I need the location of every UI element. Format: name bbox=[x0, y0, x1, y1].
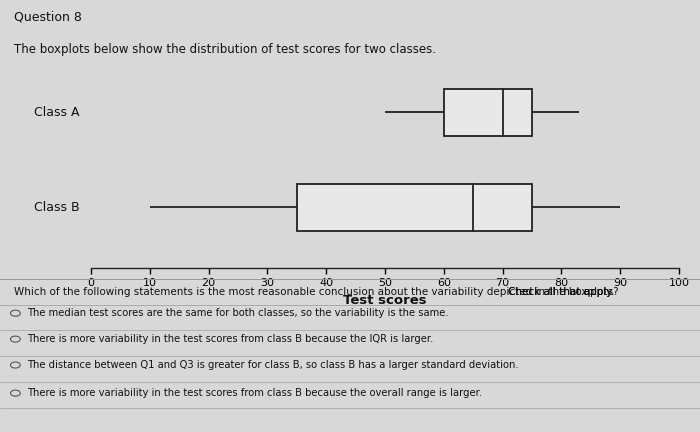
X-axis label: Test scores: Test scores bbox=[343, 294, 427, 307]
Bar bbox=[444, 89, 532, 136]
Text: Check all that apply.: Check all that apply. bbox=[508, 287, 614, 297]
Text: Class B: Class B bbox=[34, 201, 79, 214]
Text: Which of the following statements is the most reasonable conclusion about the va: Which of the following statements is the… bbox=[14, 287, 622, 297]
Bar bbox=[297, 184, 532, 231]
Text: Question 8: Question 8 bbox=[14, 11, 82, 24]
Text: The distance between Q1 and Q3 is greater for class B, so class B has a larger s: The distance between Q1 and Q3 is greate… bbox=[27, 360, 518, 370]
Text: The boxplots below show the distribution of test scores for two classes.: The boxplots below show the distribution… bbox=[14, 43, 436, 56]
Text: There is more variability in the test scores from class B because the IQR is lar: There is more variability in the test sc… bbox=[27, 334, 433, 344]
Text: Class A: Class A bbox=[34, 106, 79, 119]
Text: Check all that apply.: Check all that apply. bbox=[508, 287, 614, 297]
Text: There is more variability in the test scores from class B because the overall ra: There is more variability in the test sc… bbox=[27, 388, 482, 398]
Text: The median test scores are the same for both classes, so the variability is the : The median test scores are the same for … bbox=[27, 308, 448, 318]
